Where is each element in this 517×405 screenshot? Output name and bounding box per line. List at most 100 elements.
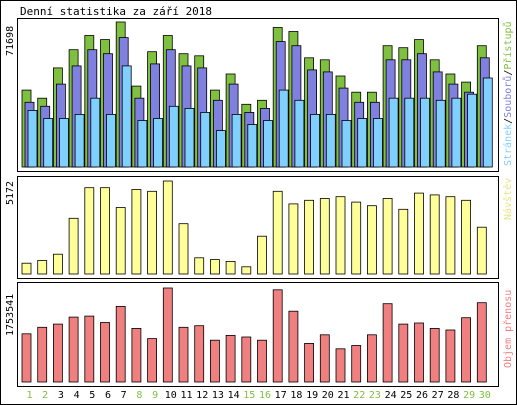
visits-bar	[241, 266, 252, 275]
pages-bar	[420, 97, 430, 168]
visits-bar	[304, 199, 315, 275]
day-label: 24	[385, 390, 397, 401]
kbytes-bar	[351, 345, 362, 383]
pages-bar	[247, 124, 258, 168]
legend-hits: Přístupů	[502, 21, 514, 69]
pages-bar	[137, 120, 148, 168]
visits-bar	[257, 235, 267, 275]
kbytes-bar	[445, 329, 456, 383]
legend-separator-1: /	[503, 118, 514, 124]
kbytes-bar	[366, 334, 377, 383]
pages-bar	[341, 120, 352, 168]
pages-bar	[388, 97, 399, 168]
pages-bar	[482, 77, 493, 168]
visits-bar	[351, 201, 362, 275]
kbytes-bar	[131, 327, 142, 383]
hits-panel-frame	[17, 18, 499, 172]
day-label: 3	[58, 390, 64, 401]
day-label: 21	[337, 390, 349, 401]
pages-bar	[294, 99, 305, 168]
kbytes-bar	[178, 326, 189, 383]
visits-bar	[147, 190, 158, 275]
pages-bar	[404, 97, 415, 168]
kbytes-bar	[398, 323, 409, 383]
kbytes-bar	[382, 303, 393, 383]
day-label: 27	[432, 390, 444, 401]
kbytes-panel-frame	[17, 282, 499, 387]
kbytes-bar	[68, 316, 79, 383]
day-label: 1	[26, 390, 32, 401]
day-label: 26	[416, 390, 428, 401]
day-label: 20	[322, 390, 334, 401]
visits-legend: Návštěv	[502, 178, 514, 220]
pages-bar	[168, 105, 179, 168]
kbytes-legend: Objem přenosu	[502, 290, 514, 368]
day-label: 15	[243, 390, 255, 401]
kbytes-bar	[100, 322, 110, 383]
day-label: 22	[353, 390, 365, 401]
day-label: 16	[259, 390, 271, 401]
day-label: 8	[136, 390, 142, 401]
kbytes-bar	[429, 327, 440, 383]
kbytes-bar	[21, 333, 32, 383]
kbytes-bar	[241, 336, 252, 383]
visits-bar	[37, 260, 48, 275]
visits-bar	[398, 208, 409, 275]
visits-bar	[209, 259, 220, 275]
pages-bar	[59, 118, 69, 168]
visits-bar	[366, 205, 377, 275]
visits-bar	[319, 198, 330, 275]
kbytes-bar	[225, 334, 236, 383]
day-label: 5	[89, 390, 95, 401]
kbytes-bar	[53, 323, 63, 383]
visits-bar	[335, 196, 346, 275]
hits-ymax-label: 71698	[5, 26, 16, 56]
visits-panel-frame	[17, 176, 499, 279]
legend-files: Souborů	[502, 76, 514, 118]
kbytes-bar	[257, 339, 267, 383]
pages-bar	[74, 114, 85, 168]
pages-bar	[184, 108, 195, 168]
kbytes-bar	[272, 289, 283, 383]
kbytes-bar	[194, 325, 205, 383]
pages-bar	[215, 130, 226, 168]
visits-bar	[131, 189, 142, 275]
visits-bar	[225, 260, 236, 275]
kbytes-bar	[162, 287, 173, 383]
kbytes-bar	[319, 334, 330, 383]
pages-bar	[372, 118, 383, 168]
legend-pages: Stránek	[502, 124, 514, 166]
day-label: 19	[306, 390, 318, 401]
visits-bar	[288, 203, 299, 275]
pages-bar	[231, 114, 242, 168]
visits-bar	[115, 207, 126, 275]
kbytes-bar	[304, 342, 315, 383]
visits-bar	[445, 196, 456, 275]
kbytes-bar	[37, 326, 48, 383]
day-label: 17	[275, 390, 287, 401]
day-label: 28	[447, 390, 459, 401]
hits-legend: Stránek/Souborů/Přístupů	[502, 21, 514, 166]
pages-bar	[90, 97, 101, 168]
pages-bar	[153, 118, 164, 168]
pages-bar	[106, 114, 116, 168]
visits-bar	[194, 257, 205, 275]
pages-bar	[357, 118, 368, 168]
pages-bar	[310, 114, 321, 168]
day-label: 25	[400, 390, 412, 401]
kbytes-bar	[335, 348, 346, 383]
day-label: 29	[463, 390, 475, 401]
visits-bar	[461, 199, 472, 275]
kbytes-bar	[288, 310, 299, 383]
visits-bar	[68, 217, 79, 275]
legend-separator-2: /	[503, 70, 514, 76]
pages-bar	[451, 97, 462, 168]
day-label: 2	[42, 390, 48, 401]
pages-bar	[121, 65, 132, 168]
visits-bar	[162, 180, 173, 275]
x-axis-labels: 1 2 3 4 5 6 7 8 9 10 11 12 13 14 15 16 17 18 19 20 21 22 23 24 2…	[26, 390, 490, 401]
pages-bar	[435, 99, 446, 168]
visits-bar	[21, 262, 32, 275]
day-label: 9	[152, 390, 158, 401]
kbytes-ymax-label: 1753541	[5, 294, 16, 336]
